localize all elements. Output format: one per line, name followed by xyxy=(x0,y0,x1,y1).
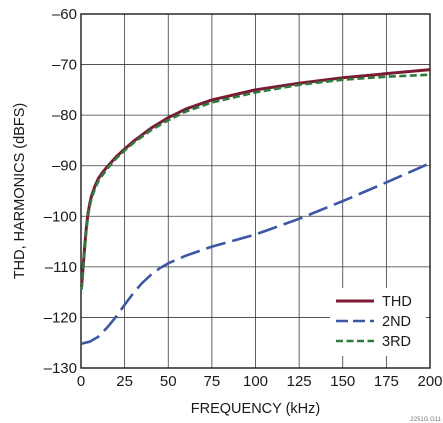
x-tick-labels: 0 25 50 75 100 125 150 175 200 xyxy=(77,373,443,390)
y-tick-labels: –60 –70 –80 –90 –100 –110 –120 –130 xyxy=(44,6,77,377)
figure-code: 2251G G11 xyxy=(410,417,441,423)
x-tick-label: 0 xyxy=(77,373,85,390)
y-tick-label: –130 xyxy=(44,360,77,377)
x-tick-label: 100 xyxy=(243,373,268,390)
y-tick-label: –90 xyxy=(52,158,77,175)
series-line-3rd xyxy=(80,73,431,290)
legend-label-3rd: 3RD xyxy=(382,334,411,350)
series-line-2nd xyxy=(80,162,431,345)
x-tick-label: 125 xyxy=(287,373,312,390)
x-tick-label: 175 xyxy=(374,373,399,390)
legend: THD 2ND 3RD xyxy=(330,288,426,356)
y-tick-label: –60 xyxy=(52,6,77,23)
x-tick-label: 200 xyxy=(417,373,442,390)
y-axis-label: THD, HARMONICS (dBFS) xyxy=(12,103,28,279)
x-tick-label: 150 xyxy=(330,373,355,390)
y-tick-label: –110 xyxy=(45,259,77,276)
y-tick-label: –100 xyxy=(44,208,77,225)
series-lines xyxy=(80,68,431,345)
x-tick-label: 75 xyxy=(204,373,221,390)
legend-label-thd: THD xyxy=(382,294,412,310)
x-axis-label: FREQUENCY (kHz) xyxy=(191,401,320,417)
legend-label-2nd: 2ND xyxy=(382,314,411,330)
plot-frame xyxy=(80,13,431,369)
y-tick-label: –70 xyxy=(52,57,77,74)
y-tick-label: –120 xyxy=(44,309,77,326)
x-tick-label: 25 xyxy=(116,373,133,390)
y-tick-label: –80 xyxy=(52,107,77,124)
x-tick-label: 50 xyxy=(160,373,177,390)
